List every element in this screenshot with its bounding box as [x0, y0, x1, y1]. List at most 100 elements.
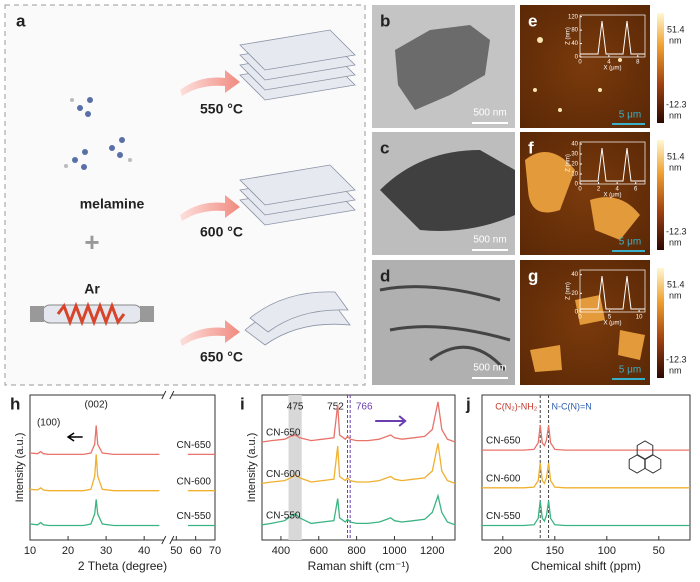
spectrum-line — [29, 499, 160, 527]
x-tick-label: 1000 — [382, 545, 406, 557]
axis-break — [163, 535, 172, 545]
x-tick-label: 40 — [138, 545, 150, 557]
inset-ylabel: Z (nm) — [566, 154, 572, 172]
colorbar-unit: nm — [669, 290, 682, 300]
scale-label: 5 μm — [619, 110, 641, 121]
plot-frame — [261, 394, 456, 541]
x-tick-label: 800 — [347, 545, 365, 557]
colorbar-unit: nm — [669, 365, 682, 375]
inset-tick-label: 0 — [575, 310, 579, 316]
tem-images — [372, 5, 515, 385]
temperature: 600 °C — [200, 224, 243, 240]
scale-label: 5 μm — [619, 365, 641, 376]
panel-letter: j — [465, 394, 471, 413]
colorbar-max: 51.4 — [667, 279, 685, 289]
sheets — [239, 29, 356, 346]
scale-label: 500 nm — [473, 108, 506, 119]
furnace-tube — [30, 301, 154, 327]
colorbar-unit: nm — [669, 162, 682, 172]
x-axis-label: Chemical shift (ppm) — [531, 559, 641, 573]
panel-letter: b — [380, 11, 390, 30]
inset-tick-label: 40 — [571, 142, 578, 148]
panel-letter: a — [16, 11, 26, 30]
x-axis-label: Raman shift (cm⁻¹) — [308, 559, 410, 573]
peak-annotation: (002) — [85, 400, 108, 411]
inset-tick-label: 0 — [575, 182, 579, 188]
series-label: CN-550 — [266, 510, 301, 521]
x-tick-label: 20 — [62, 545, 74, 557]
direction-arrow — [66, 432, 83, 442]
inset-tick-label: 2 — [597, 187, 601, 193]
inset-xlabel: X (μm) — [603, 321, 621, 327]
colorbar-min: -12.3 — [666, 354, 687, 364]
inset-tick-label: 10 — [636, 315, 643, 321]
x-tick-label: 60 — [190, 545, 202, 557]
inset-ylabel: Z (nm) — [566, 282, 572, 300]
x-tick-label: 10 — [24, 545, 36, 557]
plot-frame — [481, 394, 691, 541]
molecule-ring — [636, 440, 654, 460]
spectrum-line — [261, 493, 456, 526]
colorbar-unit: nm — [669, 237, 682, 247]
inset-tick-label: 6 — [634, 187, 638, 193]
series-label: CN-550 — [177, 511, 212, 522]
inset-tick-label: 8 — [636, 60, 640, 66]
x-tick-label: 50 — [653, 545, 665, 557]
spectrum-line — [482, 463, 690, 489]
axis-break — [161, 390, 175, 400]
panel-letter: g — [528, 266, 538, 285]
plus: + — [84, 227, 99, 257]
molecule-ring — [628, 454, 646, 474]
arrows — [180, 70, 240, 346]
inset-tick-label: 40 — [571, 41, 578, 47]
molecules — [64, 97, 132, 170]
series-label: CN-600 — [266, 469, 301, 480]
series-label: CN-650 — [266, 428, 301, 439]
scale-label: 500 nm — [473, 363, 506, 374]
spectrum-line — [261, 443, 456, 485]
panel-a: a melamine + Ar — [4, 4, 366, 386]
height-profile — [580, 275, 645, 310]
x-tick-label: 100 — [598, 545, 616, 557]
reference-label: 752 — [327, 402, 344, 413]
colorbar — [657, 140, 664, 250]
molecule-ring — [644, 454, 662, 474]
colorbar-unit: nm — [669, 35, 682, 45]
reference-label: 766 — [356, 402, 373, 413]
afm-image — [520, 5, 650, 128]
inset-tick-label: 120 — [568, 14, 579, 20]
highlight-band — [288, 395, 302, 540]
x-tick-label: 1200 — [420, 545, 444, 557]
peak-annotation: (100) — [37, 418, 60, 429]
x-tick-label: 150 — [546, 545, 564, 557]
inset-tick-label: 0 — [578, 315, 582, 321]
colorbar-max: 51.4 — [667, 24, 685, 34]
inset-tick-label: 30 — [571, 152, 578, 158]
x-tick-label: 200 — [494, 545, 512, 557]
panel-letter: f — [528, 138, 534, 157]
inset-tick-label: 80 — [571, 28, 578, 34]
tem-image — [372, 260, 515, 385]
colorbar-max: 51.4 — [667, 151, 685, 161]
inset-tick-label: 20 — [571, 291, 578, 297]
x-tick-label: 30 — [100, 545, 112, 557]
direction-arrow — [375, 415, 407, 427]
panel-letter: h — [10, 394, 20, 413]
precursor: melamine — [80, 196, 145, 212]
inset-tick-label: 0 — [578, 187, 582, 193]
inset-tick-label: 4 — [607, 60, 611, 66]
band-label: 475 — [287, 402, 304, 413]
x-tick-label: 50 — [170, 545, 182, 557]
x-axis-label: 2 Theta (degree) — [78, 559, 167, 573]
spectrum-line — [482, 500, 690, 527]
series-label: CN-650 — [177, 440, 212, 451]
peak-annotation: N-C(N)=N — [552, 401, 592, 411]
temperature: 650 °C — [200, 349, 243, 365]
inset-tick-label: 10 — [571, 172, 578, 178]
inset-tick-label: 20 — [571, 162, 578, 168]
spectrum-line — [261, 401, 456, 443]
temperature: 550 °C — [200, 101, 243, 117]
colorbar-min: -12.3 — [666, 99, 687, 109]
